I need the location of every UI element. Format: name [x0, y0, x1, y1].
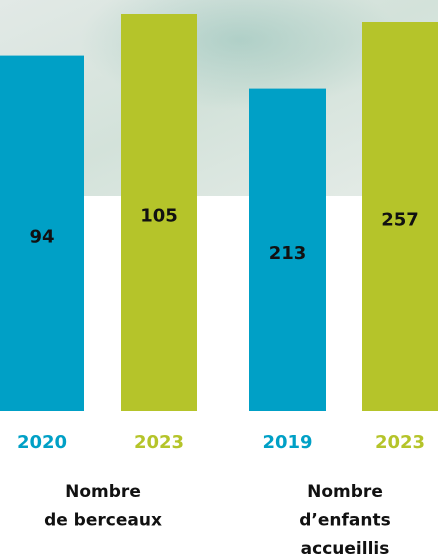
- chart-title: Nombre: [65, 482, 141, 502]
- infographic: 94 2020 105 2023 Nombre de berceaux 213 2019 257…: [0, 0, 438, 560]
- chart-title: accueillis: [301, 539, 390, 559]
- year-label: 2023: [134, 432, 184, 453]
- chart-title: Nombre: [307, 482, 383, 502]
- value-label: 213: [269, 243, 307, 264]
- chart-title: d’enfants: [299, 511, 390, 531]
- year-label: 2020: [17, 432, 67, 453]
- value-label: 105: [140, 206, 178, 227]
- chart-title: de berceaux: [44, 511, 162, 531]
- year-label: 2023: [375, 432, 425, 453]
- value-label: 257: [381, 210, 419, 231]
- value-label: 94: [29, 226, 54, 247]
- year-label: 2019: [262, 432, 312, 453]
